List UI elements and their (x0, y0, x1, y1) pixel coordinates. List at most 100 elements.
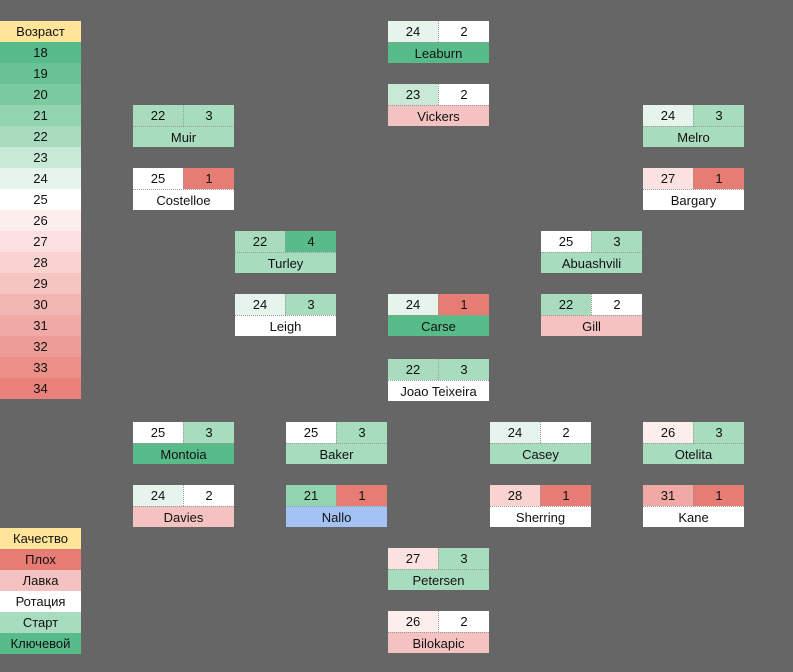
player-age: 22 (388, 359, 438, 380)
player-card: 27 1 Bargary (643, 168, 744, 210)
player-quality: 2 (438, 611, 489, 632)
player-quality: 3 (183, 105, 234, 126)
player-card: 21 1 Nallo (286, 485, 387, 527)
player-card: 31 1 Kane (643, 485, 744, 527)
player-age: 25 (286, 422, 336, 443)
age-legend-item: 27 (0, 231, 81, 252)
player-quality: 2 (540, 422, 591, 443)
quality-legend-header: Качество (0, 528, 81, 549)
age-legend-item: 24 (0, 168, 81, 189)
player-name: Montoia (133, 443, 234, 464)
player-card: 28 1 Sherring (490, 485, 591, 527)
player-name: Costelloe (133, 189, 234, 210)
player-age: 24 (388, 294, 438, 315)
player-age: 24 (643, 105, 693, 126)
player-age: 26 (388, 611, 438, 632)
player-name: Baker (286, 443, 387, 464)
player-quality: 1 (693, 485, 744, 506)
player-card: 26 2 Bilokapic (388, 611, 489, 653)
player-name: Gill (541, 315, 642, 336)
age-legend-item: 26 (0, 210, 81, 231)
player-card: 24 2 Davies (133, 485, 234, 527)
player-card: 24 3 Melro (643, 105, 744, 147)
player-age: 24 (235, 294, 285, 315)
quality-legend-item: Ротация (0, 591, 81, 612)
age-legend-item: 18 (0, 42, 81, 63)
player-quality: 2 (438, 84, 489, 105)
player-age: 22 (541, 294, 591, 315)
player-card: 24 3 Leigh (235, 294, 336, 336)
player-name: Leaburn (388, 42, 489, 63)
age-legend-item: 33 (0, 357, 81, 378)
player-quality: 1 (693, 168, 744, 189)
player-card: 23 2 Vickers (388, 84, 489, 126)
player-name: Casey (490, 443, 591, 464)
player-name: Bilokapic (388, 632, 489, 653)
player-age: 22 (235, 231, 285, 252)
player-name: Kane (643, 506, 744, 527)
player-age: 24 (133, 485, 183, 506)
player-age: 23 (388, 84, 438, 105)
player-card: 25 1 Costelloe (133, 168, 234, 210)
player-name: Otelita (643, 443, 744, 464)
player-quality: 3 (693, 422, 744, 443)
age-legend-item: 31 (0, 315, 81, 336)
quality-legend-item: Старт (0, 612, 81, 633)
age-legend-item: 34 (0, 378, 81, 399)
player-quality: 3 (438, 548, 489, 569)
player-quality: 2 (591, 294, 642, 315)
player-age: 22 (133, 105, 183, 126)
player-card: 25 3 Abuashvili (541, 231, 642, 273)
player-quality: 4 (285, 231, 336, 252)
player-card: 24 2 Leaburn (388, 21, 489, 63)
player-quality: 3 (438, 359, 489, 380)
player-quality: 1 (540, 485, 591, 506)
player-card: 25 3 Baker (286, 422, 387, 464)
age-legend-item: 29 (0, 273, 81, 294)
player-card: 22 2 Gill (541, 294, 642, 336)
player-name: Sherring (490, 506, 591, 527)
player-age: 26 (643, 422, 693, 443)
player-card: 25 3 Montoia (133, 422, 234, 464)
age-legend-item: 32 (0, 336, 81, 357)
player-card: 24 1 Carse (388, 294, 489, 336)
player-quality: 1 (336, 485, 387, 506)
player-quality: 3 (336, 422, 387, 443)
player-name: Muir (133, 126, 234, 147)
player-age: 27 (388, 548, 438, 569)
player-age: 31 (643, 485, 693, 506)
player-age: 27 (643, 168, 693, 189)
age-legend-item: 22 (0, 126, 81, 147)
age-legend-item: 23 (0, 147, 81, 168)
player-name: Joao Teixeira (388, 380, 489, 401)
player-quality: 1 (183, 168, 234, 189)
player-name: Vickers (388, 105, 489, 126)
quality-legend-item: Ключевой (0, 633, 81, 654)
player-name: Nallo (286, 506, 387, 527)
player-quality: 3 (285, 294, 336, 315)
player-quality: 2 (183, 485, 234, 506)
quality-legend-item: Лавка (0, 570, 81, 591)
player-age: 25 (541, 231, 591, 252)
age-legend-item: 21 (0, 105, 81, 126)
player-age: 25 (133, 422, 183, 443)
age-legend-item: 19 (0, 63, 81, 84)
player-card: 24 2 Casey (490, 422, 591, 464)
player-name: Petersen (388, 569, 489, 590)
player-age: 25 (133, 168, 183, 189)
player-age: 28 (490, 485, 540, 506)
player-card: 22 3 Joao Teixeira (388, 359, 489, 401)
player-card: 26 3 Otelita (643, 422, 744, 464)
age-legend-item: 28 (0, 252, 81, 273)
player-age: 24 (388, 21, 438, 42)
quality-legend-item: Плох (0, 549, 81, 570)
player-quality: 3 (183, 422, 234, 443)
age-legend-item: 20 (0, 84, 81, 105)
player-name: Bargary (643, 189, 744, 210)
player-quality: 2 (438, 21, 489, 42)
player-quality: 3 (591, 231, 642, 252)
player-quality: 3 (693, 105, 744, 126)
age-legend-item: 25 (0, 189, 81, 210)
player-name: Turley (235, 252, 336, 273)
player-age: 24 (490, 422, 540, 443)
